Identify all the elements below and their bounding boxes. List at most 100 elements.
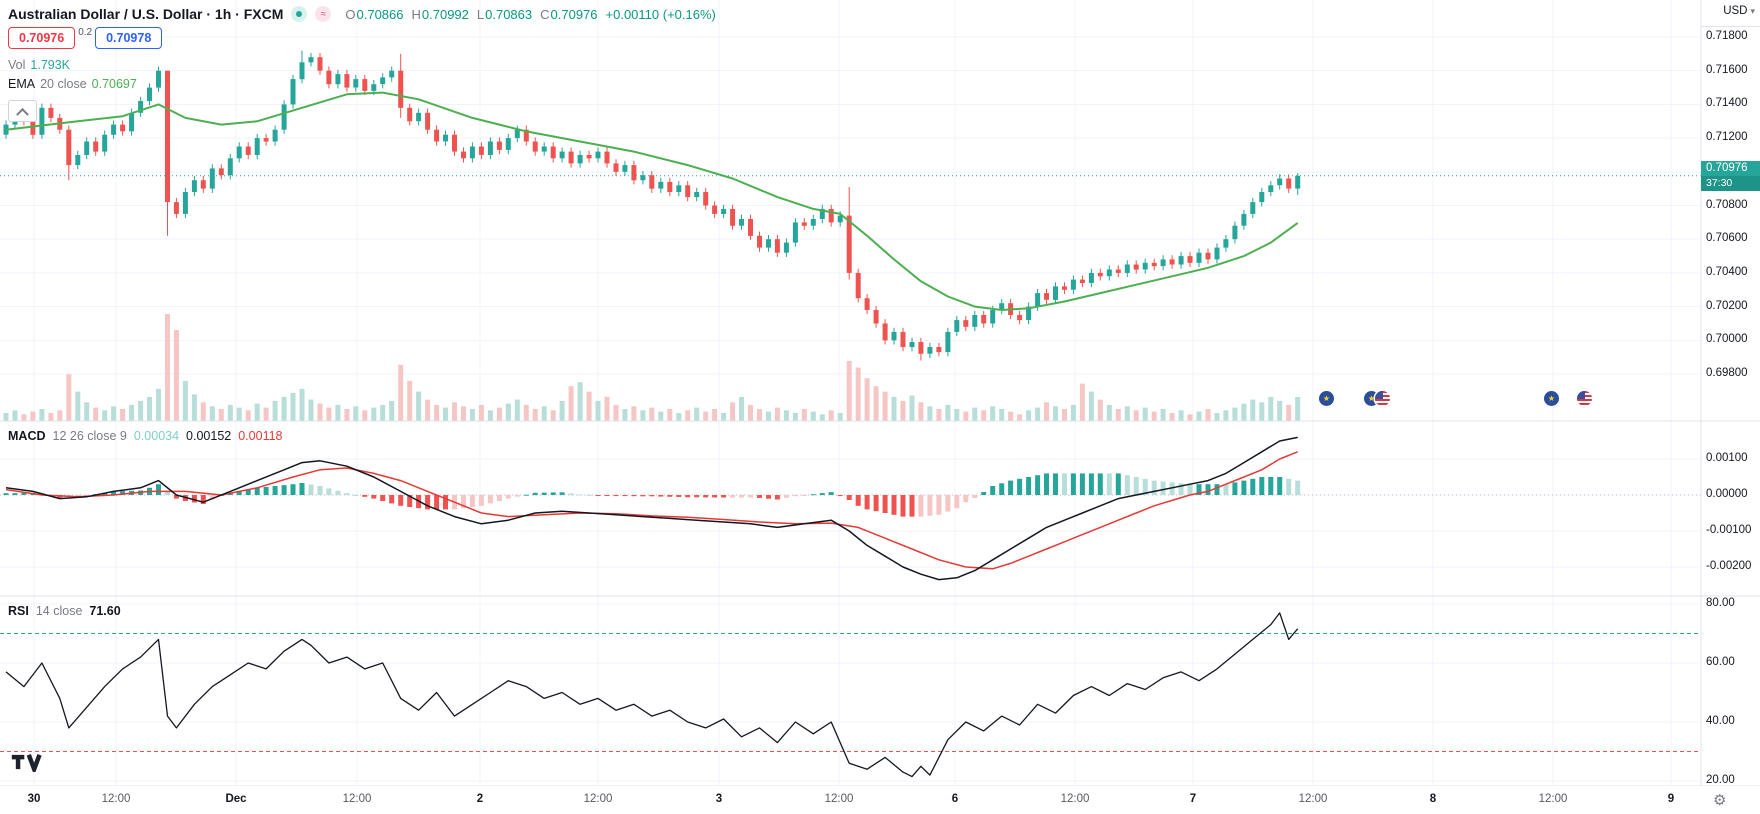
- time-axis-label: 12:00: [1538, 793, 1568, 805]
- dot-icon: [296, 11, 303, 17]
- economic-event-icon-group[interactable]: ★: [1364, 391, 1390, 406]
- time-axis-label: 12:00: [1060, 793, 1090, 805]
- macd-params: 12 26 close 9: [52, 429, 127, 443]
- rsi-axis-label: 40.00: [1706, 715, 1735, 727]
- close-value: 0.70976: [550, 6, 598, 22]
- macd-axis-label: 0.00000: [1706, 488, 1748, 500]
- ema-name: EMA: [8, 77, 36, 91]
- rsi-bands-layer: [0, 633, 1701, 752]
- low-label: L: [476, 6, 485, 22]
- ohlc-readout: O 0.70866 H 0.70992 L 0.70863 C 0.70976 +0.0…: [337, 7, 715, 22]
- economic-event-icon-group[interactable]: ★: [1544, 391, 1559, 406]
- time-axis-label: 8: [1429, 793, 1437, 805]
- macd-lines-layer: [5, 436, 1298, 581]
- open-value: 0.70866: [356, 6, 404, 22]
- price-axis-label: 0.70000: [1706, 333, 1748, 346]
- rsi-axis-label: 60.00: [1706, 656, 1735, 668]
- macd-line-value: 0.00152: [186, 429, 232, 443]
- change-value: +0.00110 (+0.16%): [605, 6, 716, 22]
- low-value: 0.70863: [485, 6, 533, 22]
- main-legend: Australian Dollar / U.S. Dollar · 1h · F…: [8, 6, 716, 122]
- price-scale[interactable]: USD ▾ 0.70976 37:30 ⚙ 0.71800 0.71600 0.71…: [1701, 0, 1760, 814]
- economic-event-eu-flag-icon[interactable]: ★: [1319, 391, 1334, 406]
- close-label: C: [540, 6, 550, 22]
- high-value: 0.70992: [421, 6, 469, 22]
- settings-gear-icon[interactable]: ⚙: [1713, 792, 1727, 809]
- rsi-axis-label: 20.00: [1706, 774, 1735, 786]
- economic-event-eu-flag-icon[interactable]: ★: [1544, 391, 1559, 406]
- price-axis-label: 0.71400: [1706, 97, 1748, 110]
- economic-event-icon-group[interactable]: ★: [1319, 391, 1334, 406]
- macd-legend[interactable]: MACD 12 26 close 9 0.00034 0.00152 0.001…: [8, 429, 283, 443]
- economic-event-us-flag-icon[interactable]: [1577, 391, 1592, 406]
- market-status-icon[interactable]: [291, 6, 308, 22]
- time-axis-label: 12:00: [1298, 793, 1328, 805]
- time-axis-label: Dec: [225, 793, 247, 805]
- buy-button[interactable]: 0.70978: [95, 27, 163, 49]
- currency-unit-button[interactable]: USD ▾: [1723, 5, 1755, 17]
- ema-value: 0.70697: [91, 77, 137, 91]
- trade-buttons-row: 0.70976 0.2 0.70978: [8, 27, 716, 49]
- price-axis-label: 0.70200: [1706, 299, 1748, 312]
- price-axis-label: 0.70600: [1706, 232, 1748, 245]
- ema-legend[interactable]: EMA 20 close 0.70697: [8, 77, 716, 91]
- time-axis[interactable]: 30 12:00 Dec 12:00 2 12:00 3 12:00 6 12:00 7 12:00 8…: [0, 786, 1760, 814]
- high-label: H: [411, 6, 421, 22]
- price-axis-label: 0.71800: [1706, 30, 1748, 42]
- macd-name: MACD: [8, 429, 46, 443]
- symbol-title[interactable]: Australian Dollar / U.S. Dollar · 1h · F…: [8, 6, 284, 22]
- rsi-params: 14 close: [35, 604, 83, 618]
- macd-axis-label: -0.00100: [1706, 524, 1752, 536]
- chevron-up-icon: [16, 107, 29, 121]
- time-axis-label: 12:00: [824, 793, 854, 805]
- scale-header-divider: [1701, 26, 1760, 27]
- time-axis-label: 30: [27, 793, 41, 805]
- chevron-down-icon: ▾: [1750, 5, 1755, 16]
- rsi-line-layer: [5, 612, 1299, 778]
- ema-line-layer: [5, 91, 1299, 311]
- ema-params: 20 close: [40, 77, 87, 91]
- time-axis-label: 2: [476, 793, 484, 805]
- tradingview-logo[interactable]: [10, 752, 44, 777]
- sell-button[interactable]: 0.70976: [8, 27, 76, 49]
- open-label: O: [345, 6, 356, 22]
- bar-countdown: 37:30: [1701, 175, 1760, 191]
- macd-signal-value: 0.00118: [238, 429, 283, 443]
- rsi-name: RSI: [8, 604, 29, 618]
- volume-layer: [3, 314, 1301, 422]
- economic-event-us-flag-icon[interactable]: [1375, 391, 1390, 406]
- time-axis-label: 12:00: [101, 793, 131, 805]
- volume-label: Vol: [8, 58, 26, 72]
- rsi-axis-label: 80.00: [1706, 597, 1735, 609]
- volume-value: 1.793K: [30, 58, 71, 72]
- flag-icon[interactable]: ≈: [315, 6, 332, 22]
- currency-label: USD: [1723, 5, 1748, 17]
- time-axis-label: 12:00: [342, 793, 372, 805]
- price-axis-label: 0.70800: [1706, 198, 1748, 211]
- rsi-value: 71.60: [89, 604, 121, 618]
- macd-axis-label: -0.00200: [1706, 560, 1752, 572]
- macd-axis-label: 0.00100: [1706, 452, 1748, 464]
- macd-histogram-layer: [3, 473, 1301, 517]
- time-axis-label: 9: [1667, 793, 1675, 805]
- rsi-legend[interactable]: RSI 14 close 71.60: [8, 604, 121, 618]
- volume-legend[interactable]: Vol 1.793K: [8, 58, 716, 72]
- current-price-value: 0.70976: [1701, 160, 1760, 176]
- spread-value: 0.2: [78, 27, 93, 38]
- tradingview-logo-icon: [11, 754, 42, 776]
- economic-event-icon-group[interactable]: [1577, 391, 1592, 406]
- price-axis-label: 0.69800: [1706, 367, 1748, 379]
- time-axis-label: 3: [715, 793, 723, 805]
- grid-layer: [0, 0, 1701, 786]
- time-axis-label: 6: [951, 793, 959, 805]
- symbol-row: Australian Dollar / U.S. Dollar · 1h · F…: [8, 6, 716, 22]
- legend-collapse-button[interactable]: [8, 100, 37, 122]
- price-axis-label: 0.71200: [1706, 131, 1748, 144]
- time-axis-label: 7: [1189, 793, 1197, 805]
- current-price-badge: 0.70976 37:30: [1701, 160, 1760, 191]
- price-axis-label: 0.71600: [1706, 63, 1748, 76]
